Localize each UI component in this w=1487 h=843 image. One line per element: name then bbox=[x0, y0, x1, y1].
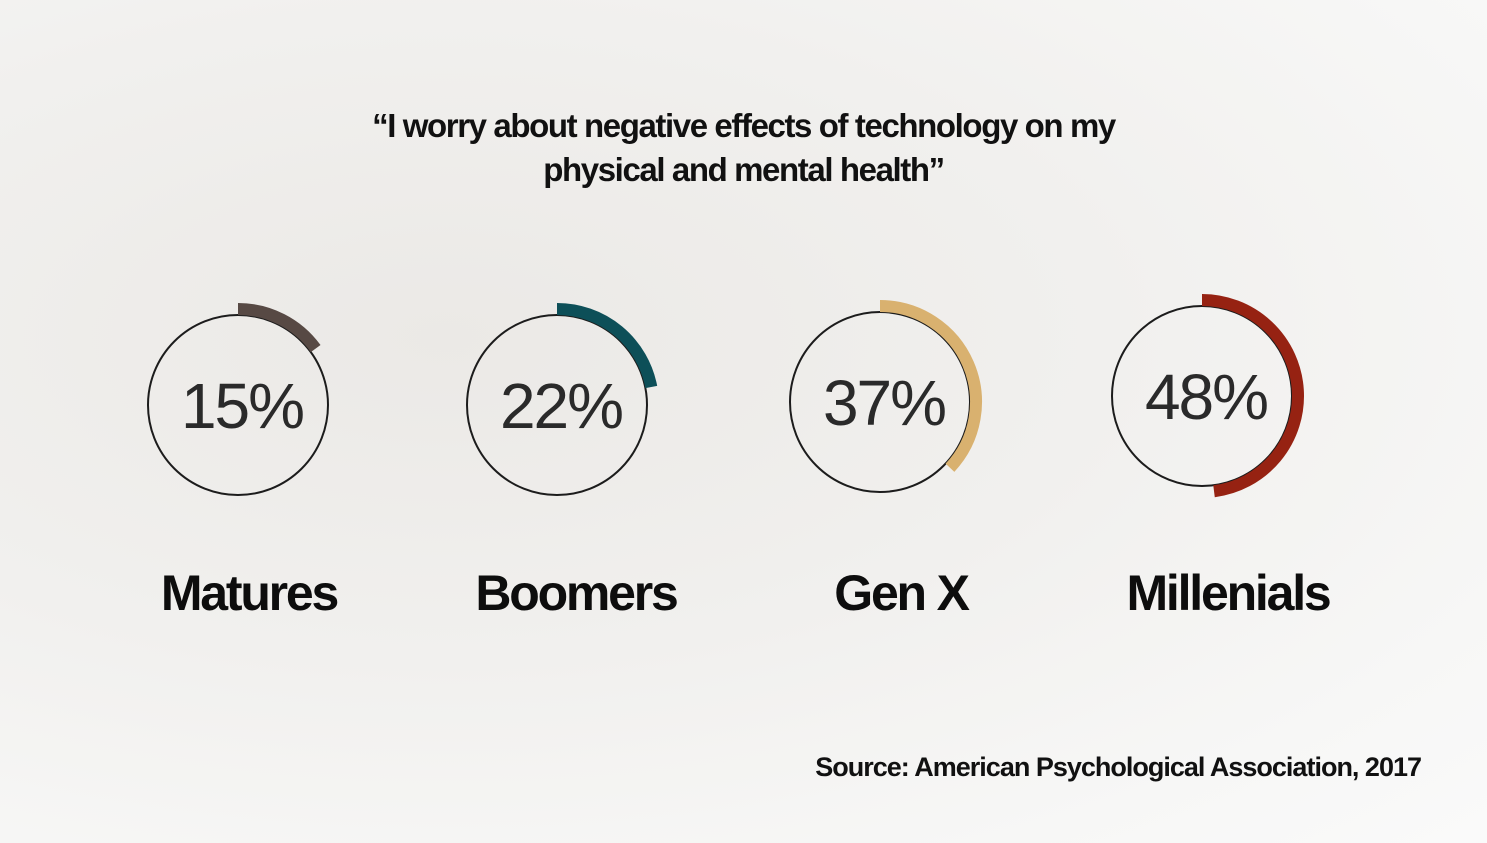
gauge-arc-4 bbox=[1201, 294, 1304, 498]
gauge-arc-2 bbox=[556, 303, 658, 389]
chart-title-line-2: physical and mental health” bbox=[543, 151, 945, 188]
source-note: Source: American Psychological Associati… bbox=[815, 752, 1422, 782]
value-label-3: 37% bbox=[823, 367, 945, 439]
gauge-arc-3 bbox=[879, 300, 982, 472]
value-label-1: 15% bbox=[181, 370, 303, 442]
category-label-4: Millenials bbox=[1126, 565, 1329, 621]
gauge-arc-1 bbox=[237, 303, 321, 353]
value-label-2: 22% bbox=[500, 370, 622, 442]
chart-title-line-1: “I worry about negative effects of techn… bbox=[372, 107, 1116, 144]
category-label-1: Matures bbox=[161, 565, 338, 621]
value-label-4: 48% bbox=[1145, 361, 1267, 433]
category-label-3: Gen X bbox=[834, 565, 969, 621]
chart-title: “I worry about negative effects of techn… bbox=[0, 104, 1487, 192]
category-label-2: Boomers bbox=[475, 565, 677, 621]
